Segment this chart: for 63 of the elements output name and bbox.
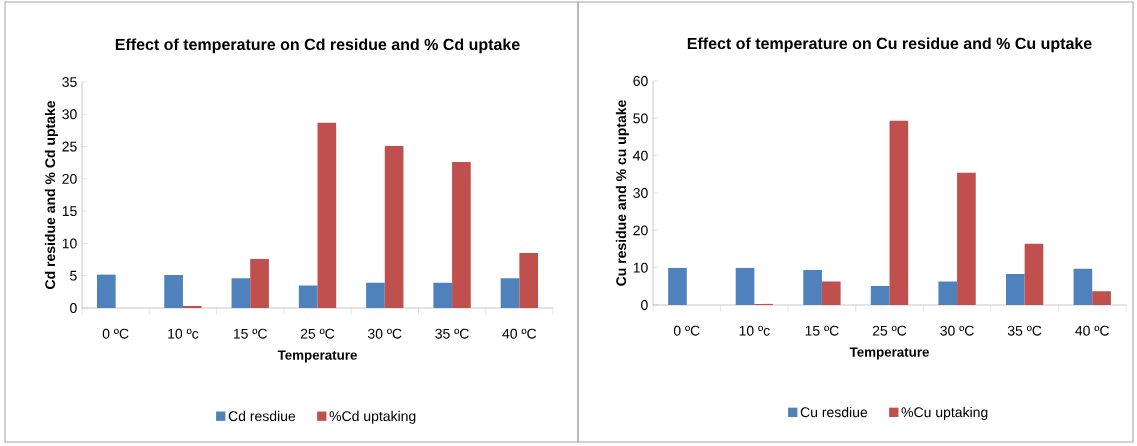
chart-title: Effect of temperature on Cd residue and % Cd uptake [115,38,520,54]
bar [668,267,687,305]
y-tick-label: 30 [62,109,77,120]
y-tick-label: 30 [633,188,648,198]
x-tick-label: 0 ºC [102,328,129,339]
bar [164,275,183,308]
x-tick-label: 10 ºc [168,328,199,339]
x-tick-label: 25 ºC [300,328,335,339]
bar [433,282,453,308]
bar [366,282,385,308]
x-axis-title: Temperature [849,347,929,360]
bar [1073,268,1093,305]
y-tick-label: 25 [62,141,77,152]
bar [250,258,269,308]
legend-label: %Cu uptaking [901,406,988,420]
x-tick-label: 0 ºC [673,325,700,336]
y-tick-label: 10 [633,262,648,273]
x-tick-label: 10 ºc [739,325,770,336]
y-axis-title: Cu residue and % cu uptake [615,100,629,286]
x-tick-label: 40 ºC [1075,325,1110,336]
bar [1092,291,1111,305]
y-tick-label: 0 [70,303,77,313]
x-tick-label: 25 ºC [872,325,907,336]
x-tick-label: 40 ºC [502,328,537,339]
bar [938,281,958,305]
y-tick-label: 35 [62,77,77,87]
chart-title: Effect of temperature on Cu residue and % Cu uptake [687,37,1092,53]
y-tick-label: 60 [633,76,648,86]
bar [298,285,318,308]
bar [821,281,841,305]
x-tick-label: 15 ºC [233,328,268,339]
bar [317,122,337,308]
x-axis-title: Temperature [277,350,357,363]
y-tick-label: 0 [641,300,648,310]
bar [519,253,539,308]
y-tick-label: 40 [633,150,648,161]
x-tick-label: 15 ºC [805,325,839,336]
bar [452,162,471,308]
bar [889,120,909,305]
bar [735,267,755,305]
y-tick-label: 5 [70,270,77,281]
x-tick-label: 35 ºC [435,328,469,339]
y-axis-title: Cd residue and % Cd uptake [44,100,58,289]
bar [384,145,404,308]
bar [870,285,890,305]
y-tick-label: 10 [62,238,77,249]
legend-label: Cd resdiue [228,410,296,422]
y-tick-label: 15 [62,206,77,217]
y-tick-label: 20 [62,173,77,184]
x-tick-label: 30 ºC [367,328,402,339]
y-tick-label: 50 [633,113,648,124]
legend-label: Cu resdiue [800,406,868,418]
bar [803,269,822,305]
bar [1024,243,1044,305]
x-tick-label: 30 ºC [940,325,974,336]
y-tick-label: 20 [633,225,648,236]
bar [96,274,116,308]
bar [957,172,976,305]
bar [500,278,520,308]
legend-label: %Cd uptaking [329,410,416,424]
bar [231,278,251,308]
x-tick-label: 35 ºC [1007,325,1042,336]
bar [1005,274,1025,305]
